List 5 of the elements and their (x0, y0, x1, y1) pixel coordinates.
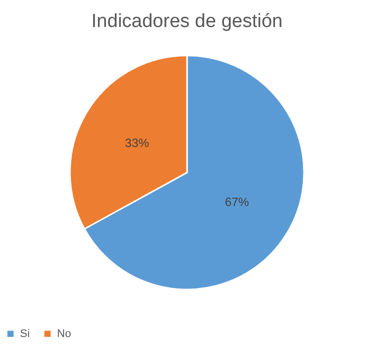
chart-title: Indicadores de gestión (91, 11, 283, 32)
data-label: 33% (125, 136, 150, 150)
data-label: 67% (224, 195, 250, 210)
legend-label: Si (20, 328, 30, 340)
legend-label: No (57, 328, 72, 340)
